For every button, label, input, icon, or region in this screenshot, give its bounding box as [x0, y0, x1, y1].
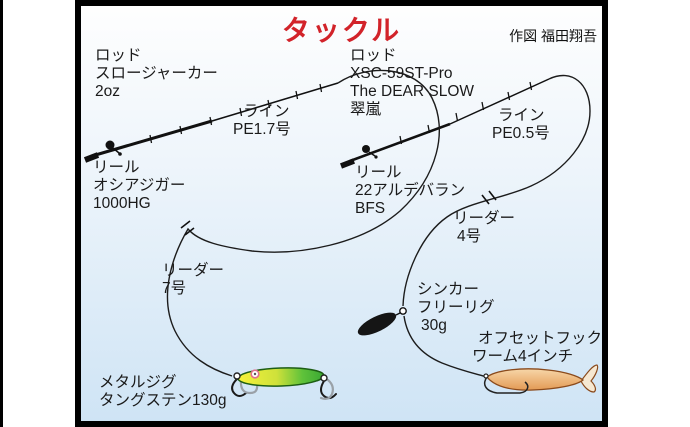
reel-left-icon — [105, 140, 122, 156]
fishing-line-left — [166, 69, 440, 377]
jig-rear-hook-gray — [319, 378, 334, 400]
fishing-line-right-upper — [402, 74, 591, 307]
label-leader-left: リーダー 7号 — [162, 262, 225, 297]
worm-tail — [580, 364, 599, 393]
label-sinker: シンカー フリーリグ 30g — [417, 281, 495, 334]
label-metal-jig: メタルジグ タングステン130g — [99, 374, 227, 409]
reel-right-icon — [362, 145, 378, 159]
left-edge-strip — [0, 0, 3, 427]
diagram-title: タックル — [281, 15, 402, 46]
label-reel-left: リール オシアジガー 1000HG — [93, 159, 186, 212]
jig-front-ring — [233, 372, 241, 380]
jig-front-hook-gray — [239, 378, 259, 395]
label-line-right: ライン PE0.5号 — [492, 107, 550, 142]
label-rod-right: ロッド XSC-59ST-Pro The DEAR SLOW 翠嵐 — [350, 47, 475, 118]
jig-rear-ring — [320, 374, 328, 382]
worm-body — [486, 368, 585, 391]
label-reel-right: リール 22アルデバラン BFS — [355, 164, 466, 217]
diagram-frame — [75, 0, 608, 427]
jig-front-hook-black — [231, 378, 247, 397]
rod-left-icon — [83, 82, 339, 163]
worm-icon — [483, 364, 599, 394]
knot-ticks-left — [180, 220, 195, 236]
rod-right-guides — [399, 81, 533, 145]
credit-text: 作図 福田翔吾 — [509, 28, 597, 44]
fishing-line-right-lower — [403, 315, 488, 378]
label-rod-left: ロッド スロージャーカー 2oz — [95, 47, 218, 100]
label-leader-right: リーダー 4号 — [453, 210, 516, 245]
rod-left-guides — [149, 83, 323, 144]
knot-ticks-right — [481, 190, 497, 205]
metal-jig-icon — [231, 367, 337, 400]
jig-rear-hook-black — [320, 380, 337, 400]
offset-hook-wire — [484, 376, 529, 394]
sinker-icon — [357, 307, 407, 336]
hook-eye — [483, 373, 489, 379]
rod-right-icon — [340, 78, 550, 169]
label-offset-hook: オフセットフック ワーム4インチ — [472, 330, 603, 365]
label-line-left: ライン PE1.7号 — [233, 103, 291, 138]
